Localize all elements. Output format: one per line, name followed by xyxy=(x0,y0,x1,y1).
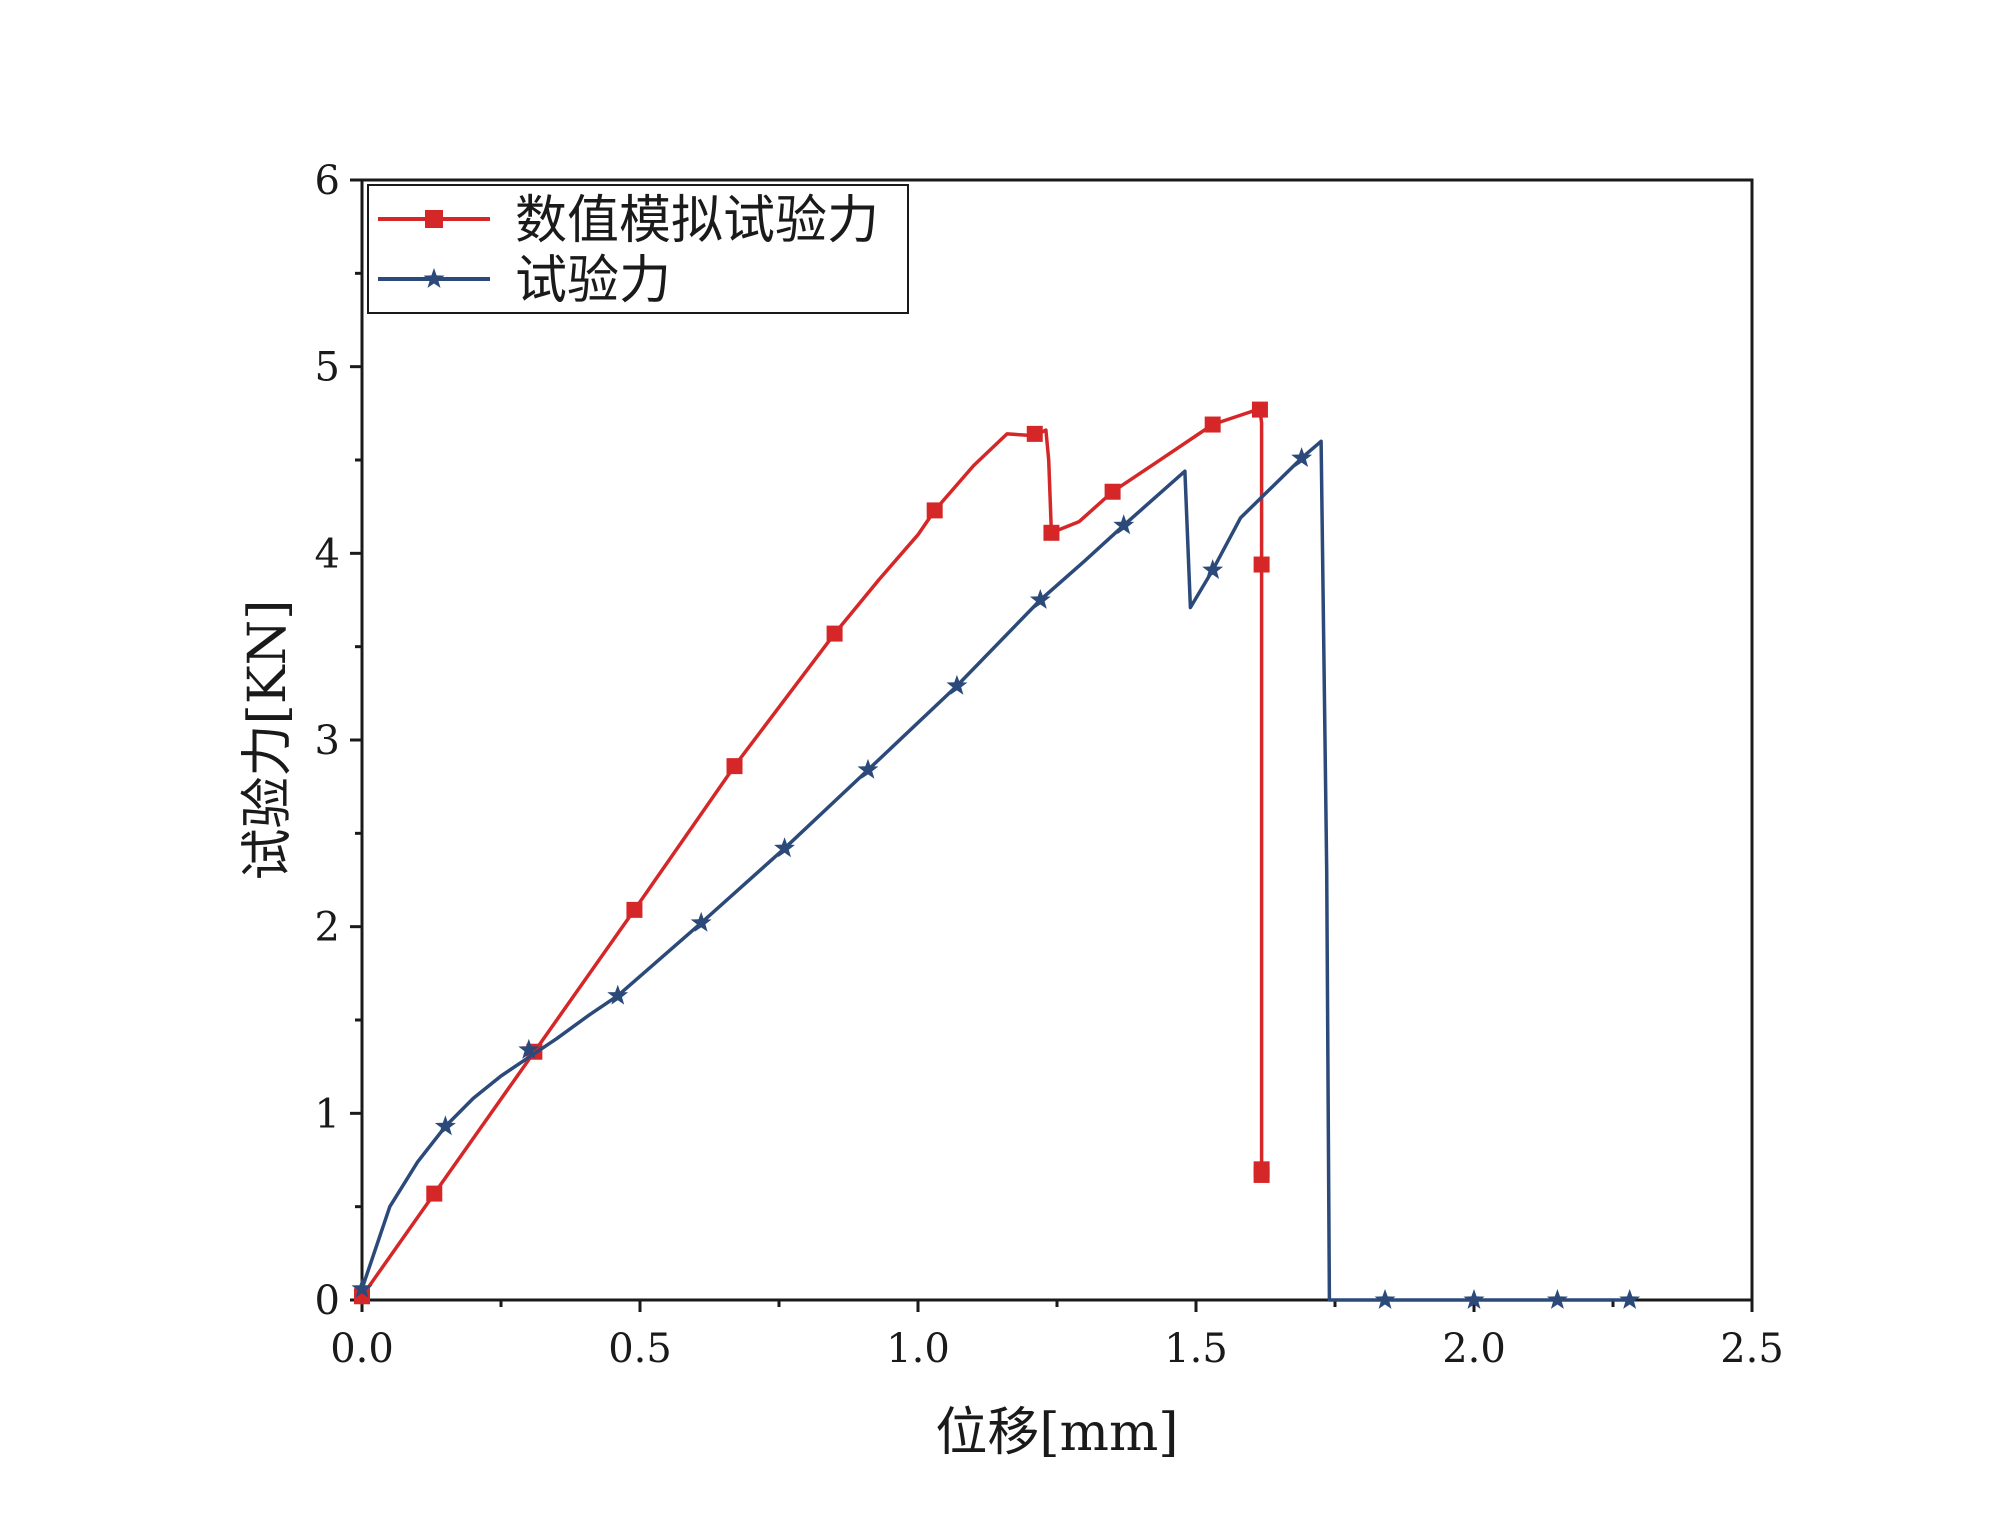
y-tick-label: 0 xyxy=(315,1278,340,1324)
legend-marker-test xyxy=(423,268,445,288)
x-tick-label: 1.0 xyxy=(886,1326,950,1372)
data-point-simulation xyxy=(1026,425,1043,442)
data-point-simulation xyxy=(726,758,743,775)
data-point-test xyxy=(690,911,712,932)
data-point-simulation xyxy=(926,502,943,519)
x-tick-label: 0.0 xyxy=(330,1326,394,1372)
y-tick-label: 6 xyxy=(315,158,340,204)
x-tick-label: 1.5 xyxy=(1164,1326,1228,1372)
plot-frame xyxy=(360,178,1754,1302)
data-point-test xyxy=(434,1115,456,1136)
x-axis-title: 位移[mm] xyxy=(935,1403,1178,1463)
series-line-test xyxy=(360,439,1630,1302)
legend-label-simulation: 数值模拟试验力 xyxy=(515,191,879,251)
y-tick-label: 3 xyxy=(315,718,340,764)
data-point-test xyxy=(946,674,968,695)
axis-layer: 0.0 0.5 1.0 1.5 2.0 2.5 0 1 2 3 4 5 6 xyxy=(315,158,1784,1372)
x-tick-label: 2.5 xyxy=(1720,1326,1784,1372)
data-point-simulation xyxy=(1253,556,1270,573)
data-point-simulation xyxy=(426,1185,443,1202)
data-point-test xyxy=(1113,514,1135,535)
data-point-test xyxy=(518,1038,540,1059)
data-point-simulation xyxy=(1043,524,1060,541)
y-tick-label: 2 xyxy=(315,905,340,951)
legend-marker-simulation xyxy=(425,210,443,228)
data-point-simulation xyxy=(1253,1166,1270,1183)
x-tick-label: 2.0 xyxy=(1442,1326,1506,1372)
legend-label-test: 试验力 xyxy=(515,251,671,311)
data-point-test xyxy=(1374,1289,1396,1309)
data-point-test xyxy=(774,837,795,858)
y-tick-label: 5 xyxy=(315,345,340,391)
data-point-simulation xyxy=(1104,483,1121,500)
series-test xyxy=(351,439,1641,1309)
y-tick-label: 4 xyxy=(315,531,340,577)
data-point-test xyxy=(351,1277,373,1298)
y-tick-label: 1 xyxy=(315,1091,340,1137)
data-point-test xyxy=(857,758,879,779)
data-point-test xyxy=(607,984,629,1005)
legend: 数值模拟试验力 试验力 xyxy=(367,184,909,314)
data-point-test xyxy=(1619,1289,1641,1309)
data-point-test xyxy=(1202,559,1224,579)
data-point-simulation xyxy=(826,625,843,642)
data-point-test xyxy=(1291,447,1313,467)
y-axis-title: 试验力[KN] xyxy=(238,600,298,881)
series-simulation xyxy=(354,401,1270,1305)
data-point-test xyxy=(1546,1289,1568,1309)
data-point-test xyxy=(1029,589,1051,609)
series-line-simulation xyxy=(360,407,1264,1298)
x-tick-label: 0.5 xyxy=(608,1326,672,1372)
data-point-simulation xyxy=(626,901,643,918)
data-point-simulation xyxy=(1251,401,1268,418)
series-layer xyxy=(351,401,1641,1309)
data-point-test xyxy=(1463,1289,1485,1309)
legend-box xyxy=(367,184,909,314)
data-point-simulation xyxy=(1204,416,1221,433)
